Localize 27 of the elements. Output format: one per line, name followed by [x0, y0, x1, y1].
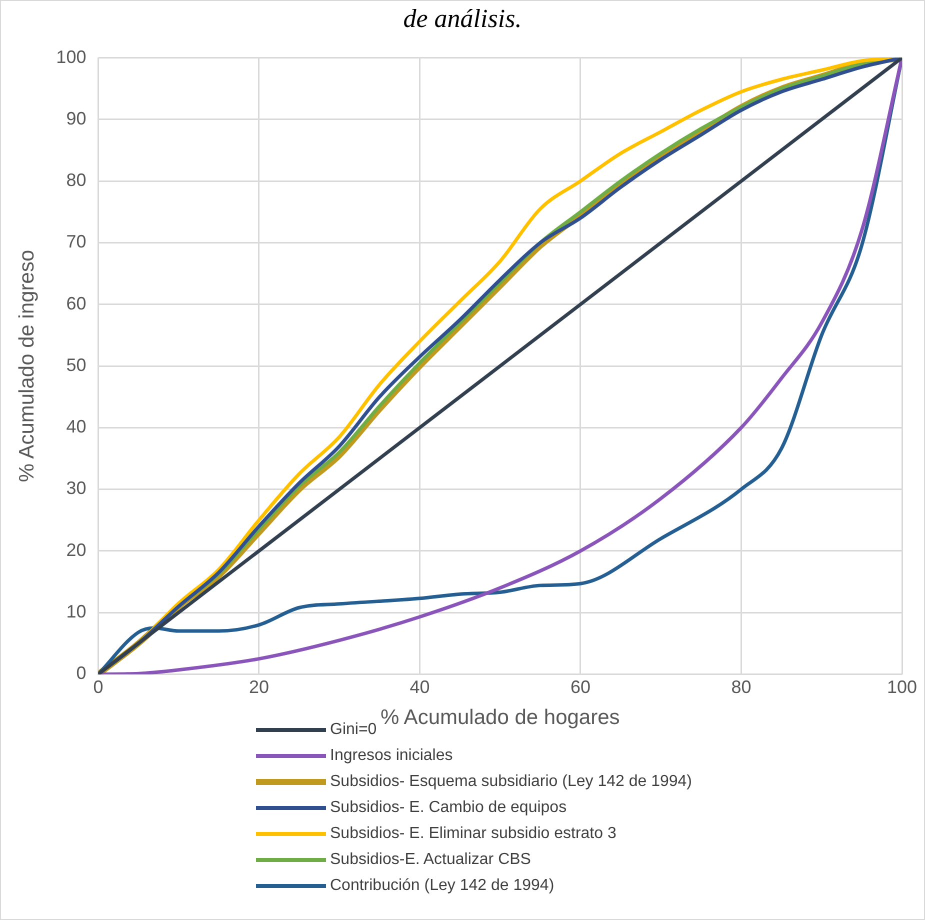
- x-tick-label: 80: [731, 676, 752, 697]
- y-tick-label: 80: [66, 170, 86, 190]
- x-tick-label: 0: [93, 676, 104, 697]
- legend-label: Ingresos iniciales: [330, 747, 453, 765]
- legend-label: Contribución (Ley 142 de 1994): [330, 877, 554, 895]
- y-tick-label: 70: [66, 232, 86, 252]
- y-tick-label: 40: [66, 416, 86, 437]
- y-tick-label: 20: [66, 540, 86, 560]
- legend-label: Subsidios- E. Cambio de equipos: [330, 799, 567, 817]
- x-tick-label: 60: [570, 676, 591, 697]
- chart-title: de análisis.: [402, 3, 523, 35]
- x-tick-label: 20: [248, 676, 269, 697]
- y-tick-label: 60: [66, 293, 86, 314]
- x-tick-label: 100: [886, 676, 918, 697]
- legend-label: Gini=0: [330, 721, 377, 739]
- y-tick-label: 100: [56, 46, 86, 67]
- legend-label: Subsidios- Esquema subsidiario (Ley 142 de 1994): [330, 773, 692, 791]
- x-tick-label: 40: [410, 676, 430, 697]
- legend-label: Subsidios-E. Actualizar CBS: [330, 851, 531, 869]
- y-tick-label: 30: [66, 478, 86, 498]
- legend-label: Subsidios- E. Eliminar subsidio estrato 3: [330, 825, 616, 843]
- y-tick-label: 90: [66, 108, 86, 128]
- y-tick-label: 10: [66, 602, 86, 622]
- x-axis-title: % Acumulado de hogares: [380, 706, 620, 730]
- y-tick-label: 50: [66, 354, 86, 375]
- y-tick-label: 0: [76, 663, 86, 684]
- y-axis-title: % Acumulado de ingreso: [15, 250, 38, 482]
